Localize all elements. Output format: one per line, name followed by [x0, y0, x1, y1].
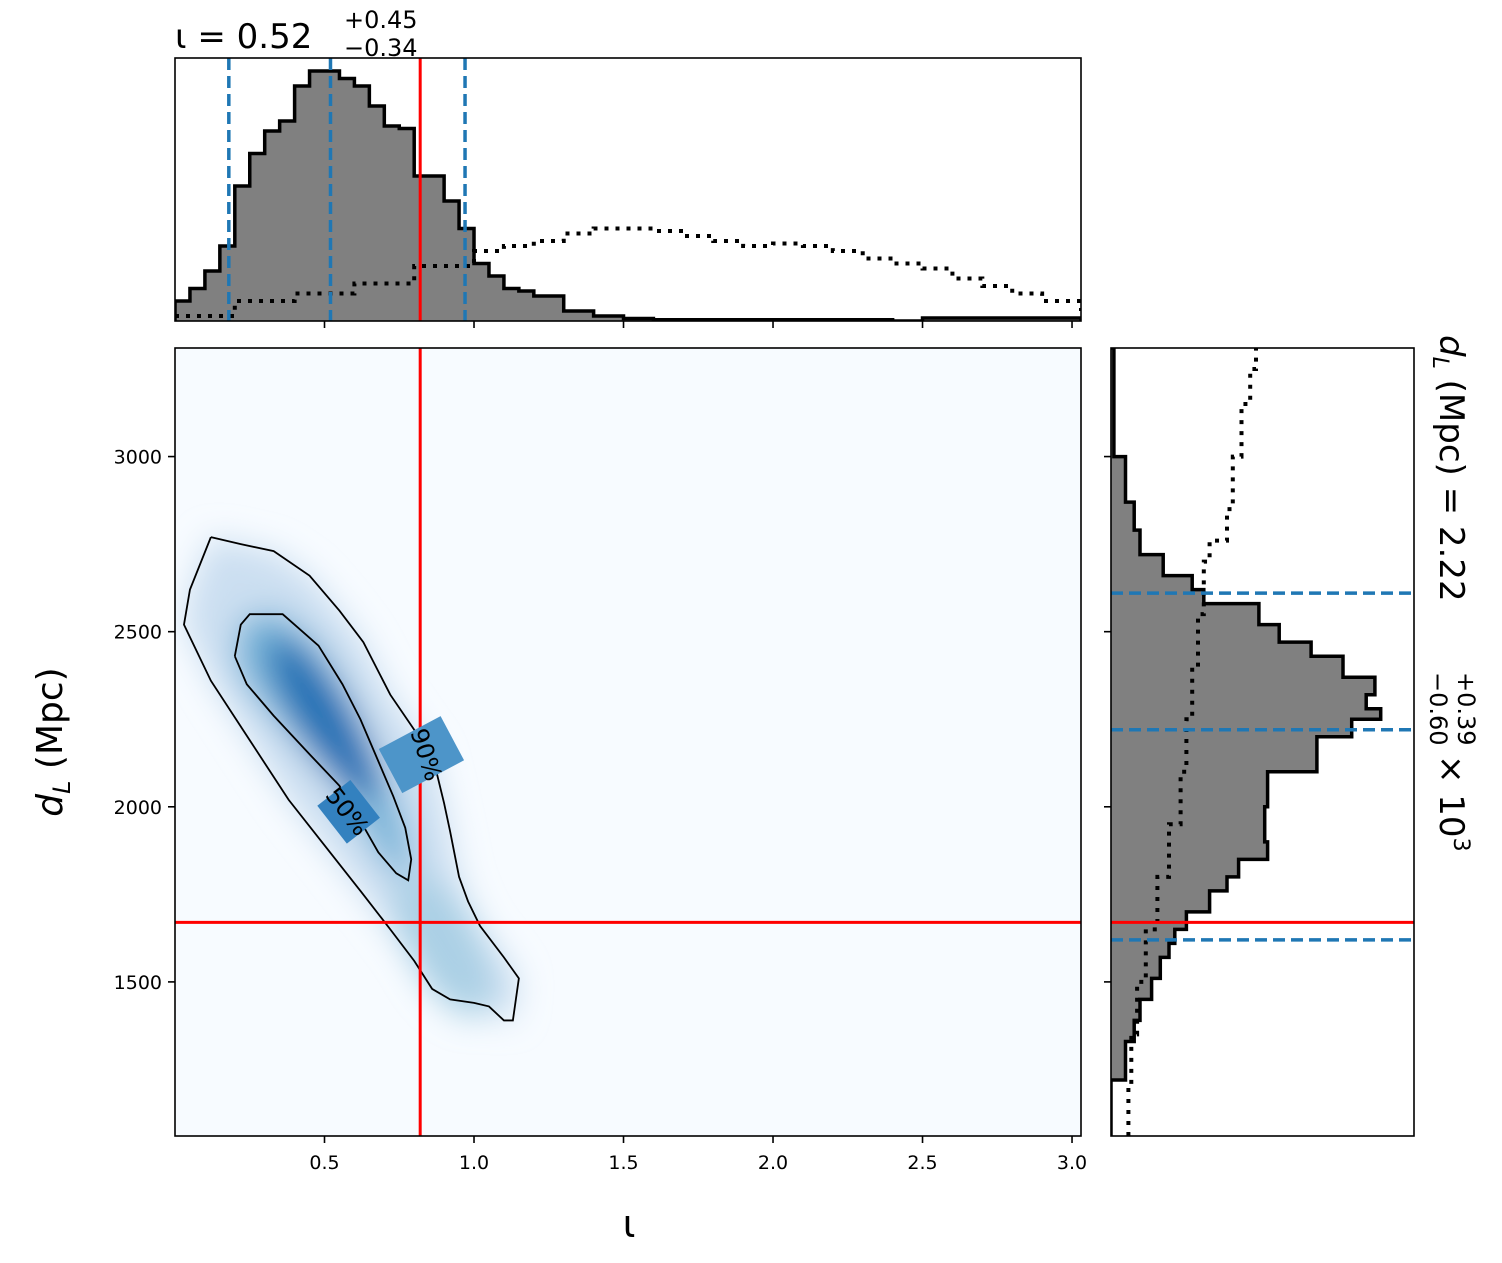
right-title-scale: × 103	[1431, 755, 1473, 852]
y-axis-label-d: d	[30, 793, 71, 817]
y-tick-label: 3000	[114, 447, 162, 469]
top-panel-frame	[174, 57, 1082, 322]
right-quantile-lines	[1111, 591, 1414, 942]
right-title-scale-exp: 3	[1448, 838, 1473, 852]
joint-panel-frame	[174, 347, 1082, 1137]
top-posterior-histogram-outline	[175, 69, 1081, 321]
top-title: ι = 0.52	[175, 17, 312, 57]
contour-50-line	[233, 613, 413, 882]
joint-x-ticks: 0.5 1.0 1.5 2.0 2.5 3.0	[309, 1136, 1087, 1174]
right-title-upper-error: +0.39	[1452, 672, 1480, 746]
y-axis-label: dL (Mpc)	[30, 667, 76, 816]
x-tick-label: 0.5	[309, 1152, 339, 1174]
density-core-region	[268, 637, 381, 802]
right-title-main: dL (Mpc) = 2.22	[1427, 335, 1471, 602]
right-title: dL (Mpc) = 2.22 +0.39 −0.60 × 103	[1424, 335, 1480, 852]
right-y-ticks	[1104, 455, 1111, 983]
right-title-scale-base: × 10	[1431, 755, 1471, 838]
right-marginal-panel: dL (Mpc) = 2.22 +0.39 −0.60 × 103	[1104, 335, 1480, 1137]
x-tick-label: 3.0	[1057, 1152, 1087, 1174]
top-title-lower-error: −0.34	[344, 34, 418, 62]
top-title-upper-error: +0.45	[344, 6, 418, 34]
contour-90-line	[183, 536, 520, 1022]
x-axis-label: ι	[623, 1202, 636, 1246]
x-tick-label: 2.0	[758, 1152, 788, 1174]
right-posterior-histogram-outline	[1111, 348, 1383, 1136]
top-quantile-lines	[227, 58, 467, 321]
x-tick-label: 1.5	[608, 1152, 638, 1174]
y-tick-label: 2500	[114, 622, 162, 644]
y-axis-label-unit: (Mpc)	[30, 667, 71, 780]
right-title-d: d	[1431, 335, 1471, 357]
right-panel-frame	[1110, 347, 1415, 1137]
x-tick-label: 2.5	[907, 1152, 937, 1174]
y-axis-label-sub: L	[48, 781, 76, 794]
right-title-median: 2.22	[1431, 526, 1471, 602]
joint-y-ticks: 1500 2000 2500 3000	[114, 447, 175, 994]
y-tick-label: 2000	[114, 797, 162, 819]
right-title-sub: L	[1427, 357, 1452, 369]
right-posterior-histogram-fill	[1111, 348, 1381, 1136]
top-title-param: ι	[175, 17, 187, 57]
x-tick-label: 1.0	[459, 1152, 489, 1174]
right-prior-histogram	[1126, 348, 1262, 1136]
top-posterior-histogram-fill	[175, 71, 1081, 321]
contour-50-label-gap	[317, 779, 380, 844]
top-title-equals: =	[187, 17, 237, 57]
y-tick-label: 1500	[114, 972, 162, 994]
right-title-unit: (Mpc) =	[1431, 369, 1471, 526]
right-title-lower-error: −0.60	[1424, 672, 1452, 746]
top-prior-histogram	[175, 226, 1081, 318]
joint-panel: 90% 50% 0.5 1.0 1.5 2.0 2.5 3.0 1500200025003…	[30, 347, 1087, 1246]
top-x-ticks	[323, 321, 1073, 328]
top-marginal-panel: ι = 0.52 +0.45 −0.34	[174, 6, 1082, 328]
top-title-median: 0.52	[237, 17, 313, 57]
contour-90-label-gap	[378, 716, 465, 794]
